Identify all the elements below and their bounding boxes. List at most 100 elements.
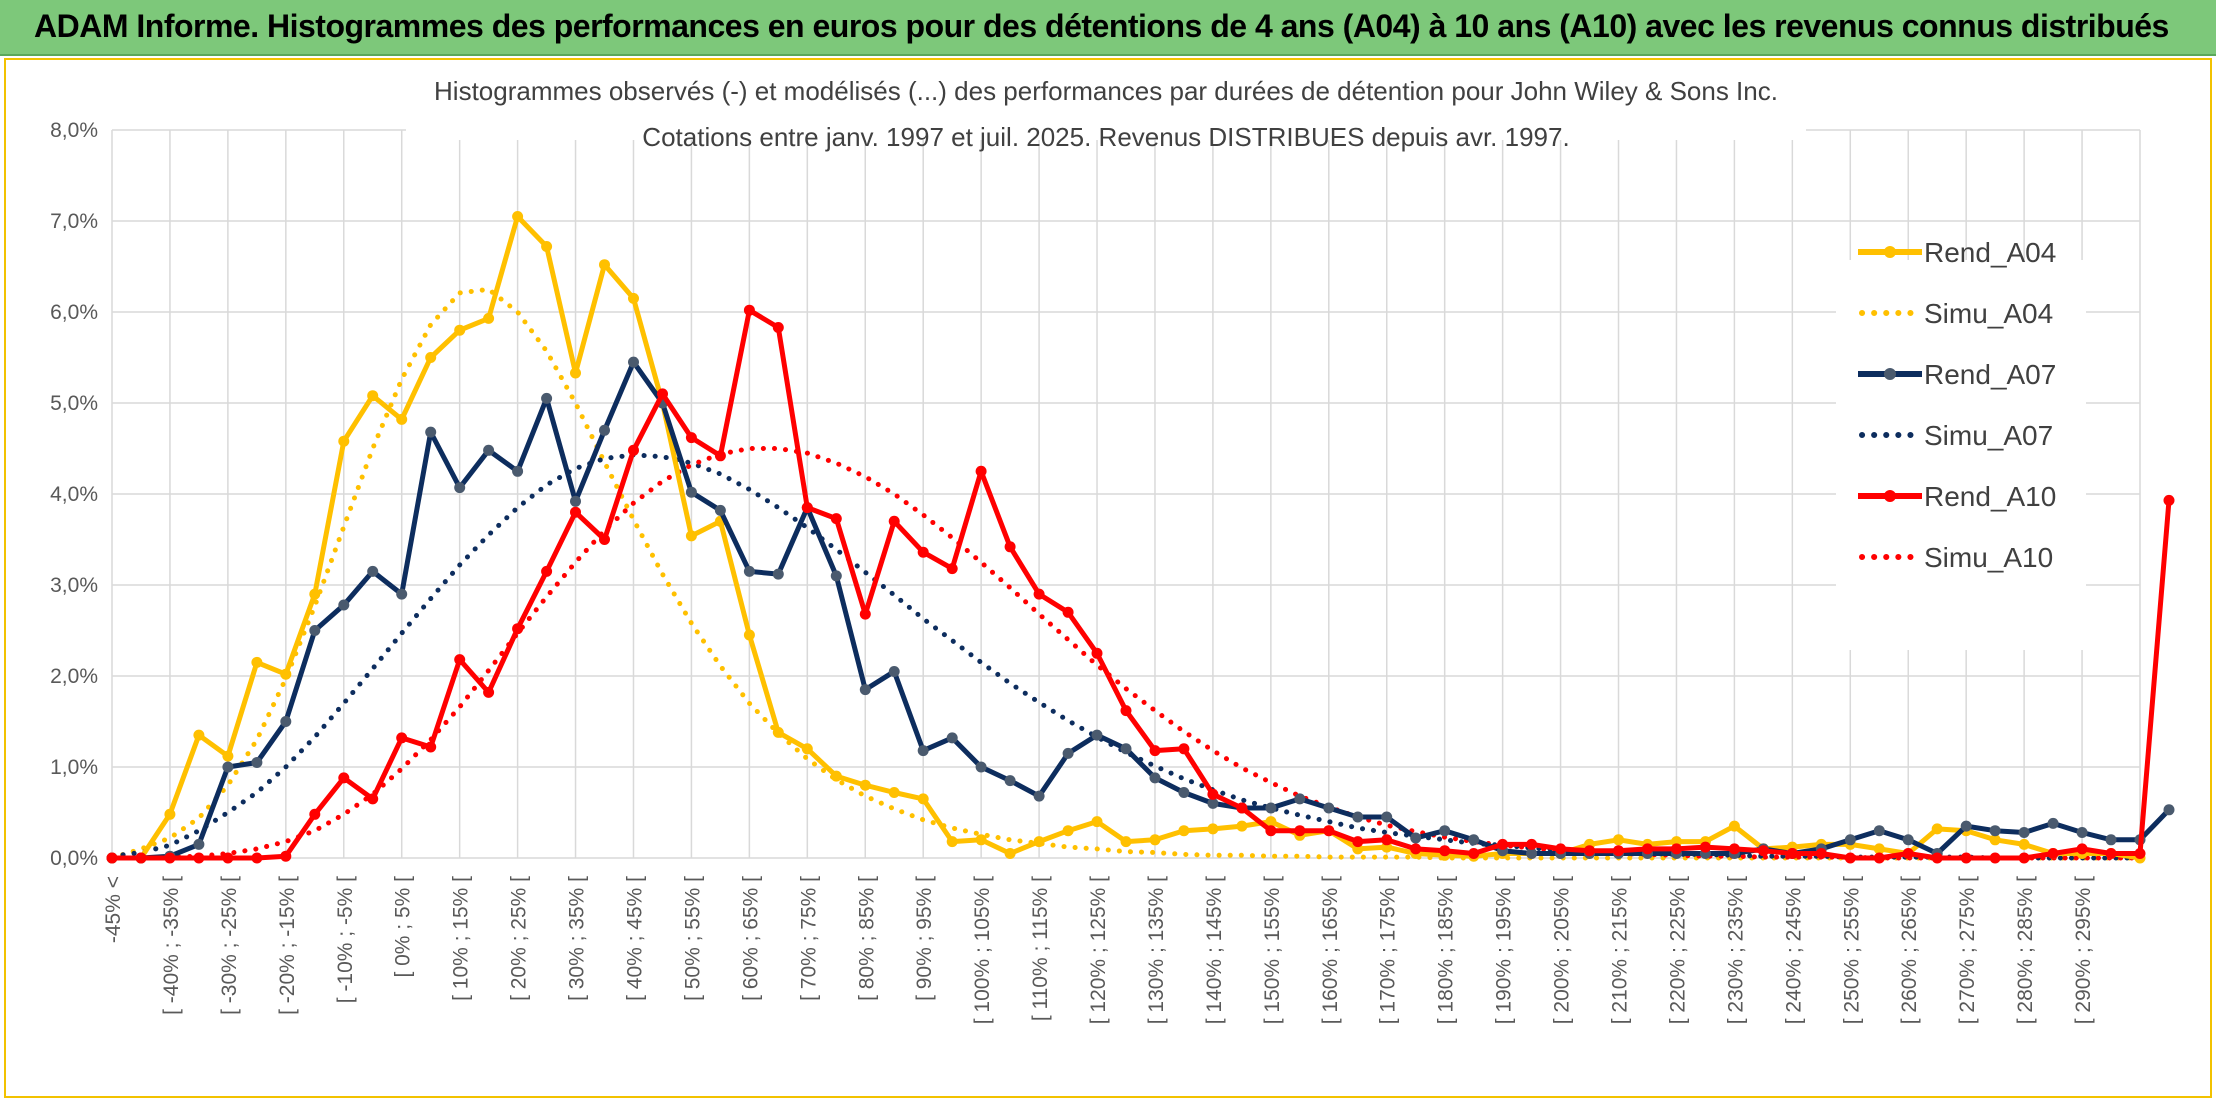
legend-item: Simu_A04	[1859, 298, 2053, 329]
data-point	[1091, 729, 1103, 741]
y-tick-label: 7,0%	[50, 210, 98, 233]
data-point	[628, 444, 639, 456]
x-tick-label: [ 20% ; 25% [	[508, 876, 531, 1001]
data-point	[1989, 825, 2001, 837]
data-point	[1265, 816, 1277, 828]
data-point	[1960, 820, 1972, 832]
x-tick-label: [ 40% ; 45% [	[623, 876, 646, 1001]
data-point	[975, 465, 987, 477]
data-point	[367, 793, 379, 805]
x-tick-label: [ 240% ; 245% [	[1782, 876, 1805, 1024]
data-point	[1497, 838, 1509, 850]
data-point	[2105, 834, 2117, 846]
data-point	[1526, 848, 1538, 859]
data-point	[859, 684, 871, 696]
x-tick-label: [ 90% ; 95% [	[913, 876, 936, 1001]
data-point	[917, 793, 929, 805]
data-point	[164, 808, 176, 820]
data-point	[1815, 848, 1827, 859]
data-point	[1178, 743, 1190, 755]
data-point	[1410, 843, 1422, 855]
x-tick-label: [ -40% ; -35% [	[160, 876, 183, 1015]
data-point	[338, 599, 350, 611]
data-point	[1004, 848, 1016, 859]
data-point	[772, 568, 784, 580]
data-point	[1468, 848, 1480, 859]
legend-item: Simu_A10	[1859, 542, 2053, 573]
data-point	[743, 304, 755, 316]
data-point	[483, 312, 495, 324]
data-point	[2018, 838, 2030, 850]
data-point	[714, 450, 726, 462]
data-point	[1642, 843, 1653, 855]
data-point	[541, 392, 553, 404]
data-point	[2134, 848, 2146, 859]
data-point	[772, 726, 784, 738]
data-point	[1062, 747, 1074, 759]
data-point	[367, 390, 379, 402]
data-point	[425, 426, 437, 438]
data-point	[251, 656, 263, 668]
data-point	[1844, 852, 1856, 864]
data-point	[1902, 834, 1914, 846]
series-Rend_A10	[106, 304, 2175, 864]
x-tick-label: [ 110% ; 115% [	[1029, 876, 1052, 1021]
data-point	[917, 745, 929, 757]
data-point	[1236, 802, 1248, 814]
data-point	[917, 546, 929, 558]
data-point	[1757, 845, 1769, 857]
data-point	[830, 513, 842, 525]
x-tick-label: [ 200% ; 205% [	[1551, 876, 1574, 1024]
data-point	[193, 838, 205, 850]
data-point	[772, 322, 784, 333]
data-point	[599, 259, 610, 271]
data-point	[570, 367, 581, 379]
header-title: ADAM Informe. Histogrammes des performan…	[34, 8, 2169, 44]
x-tick-label: -45% <	[102, 876, 125, 943]
data-point	[1149, 834, 1161, 846]
data-point	[251, 757, 263, 768]
data-point	[743, 565, 755, 577]
legend-marker	[1884, 246, 1896, 258]
data-point	[1728, 843, 1740, 855]
y-tick-label: 4,0%	[50, 483, 98, 506]
data-point	[1178, 787, 1190, 798]
data-point	[106, 852, 118, 864]
data-point	[512, 623, 524, 635]
data-point	[2105, 848, 2117, 859]
data-point	[309, 588, 321, 600]
data-point	[280, 668, 292, 680]
data-point	[1091, 647, 1103, 659]
data-point	[830, 570, 842, 582]
y-tick-label: 1,0%	[50, 756, 98, 779]
series-Simu_A10	[109, 446, 2143, 861]
data-point	[1033, 588, 1045, 600]
data-point	[1786, 848, 1798, 859]
data-point	[1120, 743, 1132, 755]
data-point	[1439, 825, 1451, 837]
data-point	[1294, 825, 1306, 837]
data-point	[2076, 843, 2088, 855]
data-point	[1931, 852, 1943, 864]
data-point	[685, 530, 697, 542]
data-point	[946, 732, 958, 744]
data-point	[251, 852, 263, 864]
data-point	[1149, 772, 1161, 784]
data-point	[222, 852, 234, 864]
data-point	[483, 444, 495, 456]
data-point	[541, 241, 553, 252]
data-point	[1207, 823, 1219, 835]
data-point	[1149, 745, 1161, 757]
data-point	[714, 504, 726, 516]
data-point	[1120, 705, 1132, 717]
y-tick-label: 6,0%	[50, 301, 98, 324]
data-point	[1989, 852, 2001, 864]
data-point	[1062, 606, 1074, 618]
x-tick-label: [ 170% ; 175% [	[1377, 876, 1400, 1024]
x-tick-label: [ 140% ; 145% [	[1203, 876, 1226, 1024]
data-point	[830, 770, 842, 782]
data-point	[135, 852, 147, 864]
data-point	[975, 834, 987, 846]
x-tick-label: [ 80% ; 85% [	[855, 876, 878, 1001]
data-point	[425, 741, 437, 753]
